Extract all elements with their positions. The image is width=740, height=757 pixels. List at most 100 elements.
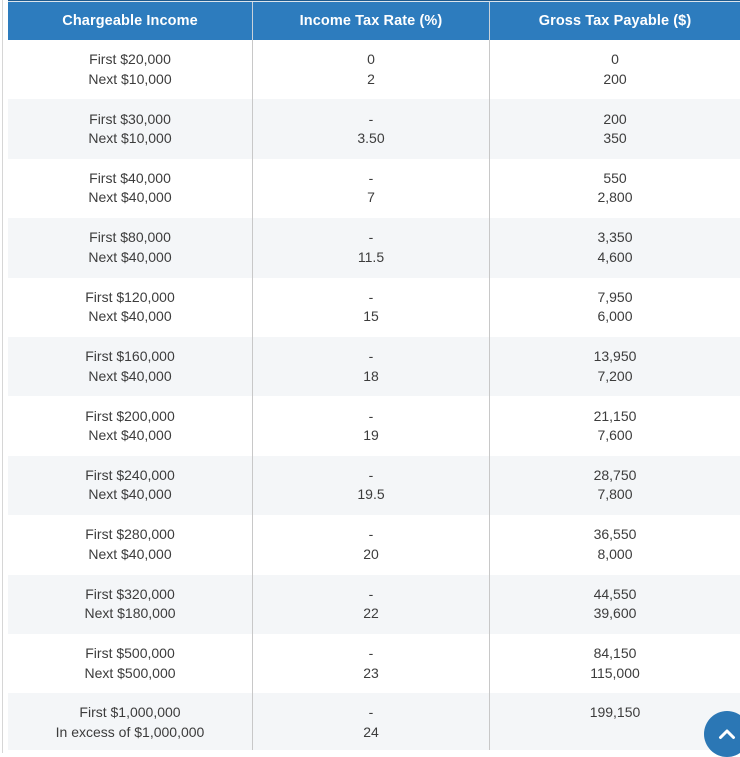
cell-line: - (368, 229, 374, 246)
cell-line: 550 (603, 169, 627, 186)
cell-line: First $40,000 (89, 169, 171, 186)
cell-line: - (368, 466, 374, 483)
cell-line: 6,000 (597, 308, 633, 325)
cell-line: Next $40,000 (88, 486, 172, 503)
table-row: First $200,000 Next $40,000 - 19 21,150 7,600 (8, 396, 740, 456)
tax-rate-table: Chargeable Income Income Tax Rate (%) Gr… (8, 0, 740, 750)
cell-line: 7 (367, 189, 375, 206)
chargeable-income-cell: First $120,000 Next $40,000 (8, 278, 252, 337)
table-top-highlight (8, 1, 740, 2)
gross-tax-payable-cell: 199,150 (489, 693, 740, 750)
cell-line: 2 (367, 70, 375, 87)
gross-tax-payable-cell: 21,150 7,600 (489, 396, 740, 456)
cell-line: Next $10,000 (88, 130, 172, 147)
cell-line: 44,550 (593, 585, 637, 602)
table-row: First $280,000 Next $40,000 - 20 36,550 8,000 (8, 515, 740, 575)
cell-line: 350 (603, 130, 627, 147)
cell-line: - (368, 704, 374, 721)
table-row: First $40,000 Next $40,000 - 7 550 2,800 (8, 158, 740, 219)
cell-line: 3,350 (597, 229, 633, 246)
chargeable-income-cell: First $160,000 Next $40,000 (8, 337, 252, 396)
cell-line: 3.50 (357, 130, 385, 147)
cell-line: 36,550 (593, 526, 637, 543)
cell-line: First $320,000 (85, 585, 175, 602)
income-tax-rate-cell: - 19.5 (252, 455, 489, 516)
cell-line: 4,600 (597, 248, 633, 265)
income-tax-rate-cell: - 24 (252, 693, 489, 750)
income-tax-rate-cell: - 11.5 (252, 218, 489, 278)
gross-tax-payable-cell: 200 350 (489, 99, 740, 159)
cell-line: 19 (363, 427, 379, 444)
cell-line: 7,950 (597, 288, 633, 305)
column-header-gross-tax-payable: Gross Tax Payable ($) (489, 2, 740, 40)
chargeable-income-cell: First $1,000,000 In excess of $1,000,000 (8, 693, 252, 750)
table-header-row: Chargeable Income Income Tax Rate (%) Gr… (8, 2, 740, 40)
table-row: First $160,000 Next $40,000 - 18 13,950 7,200 (8, 336, 740, 397)
income-tax-rate-cell: - 22 (252, 574, 489, 634)
page-left-divider (2, 0, 3, 753)
gross-tax-payable-cell: 36,550 8,000 (489, 515, 740, 575)
cell-line: 84,150 (593, 645, 637, 662)
gross-tax-payable-cell: 13,950 7,200 (489, 336, 740, 397)
table-row: First $30,000 Next $10,000-3.50 200 350 (8, 99, 740, 159)
table-row: First $320,000 Next $180,000 - 22 44,550 39,6… (8, 574, 740, 634)
cell-line: - (368, 169, 374, 186)
chargeable-income-cell: First $40,000 Next $40,000 (8, 159, 252, 218)
cell-line: 18 (363, 367, 379, 384)
cell-line: 24 (363, 723, 379, 740)
cell-line: 21,150 (593, 407, 637, 424)
cell-line: 199,150 (589, 704, 641, 721)
cell-line: - (368, 288, 374, 305)
cell-line: 13,950 (593, 348, 637, 365)
cell-line: - (368, 348, 374, 365)
gross-tax-payable-cell: 84,150 115,000 (489, 633, 740, 694)
gross-tax-payable-cell: 7,950 6,000 (489, 277, 740, 337)
chargeable-income-cell: First $200,000 Next $40,000 (8, 396, 252, 455)
cell-line: First $200,000 (85, 407, 175, 424)
gross-tax-payable-cell: 550 2,800 (489, 158, 740, 219)
cell-line: Next $10,000 (88, 70, 172, 87)
table-row: First $20,000 Next $10,000 0 2 0 200 (8, 40, 740, 100)
cell-line: 8,000 (597, 545, 633, 562)
cell-line: 15 (363, 308, 379, 325)
back-to-top-button[interactable] (704, 711, 740, 757)
cell-line: First $240,000 (85, 466, 175, 483)
table-row: First $500,000 Next $500,000 - 23 84,150 115,… (8, 633, 740, 694)
cell-line: Next $40,000 (88, 248, 172, 265)
table-row: First $240,000 Next $40,000 - 19.5 28,750 7,8… (8, 455, 740, 516)
chargeable-income-cell: First $500,000 Next $500,000 (8, 634, 252, 693)
table-top-border (8, 0, 740, 1)
cell-line: 7,800 (597, 486, 633, 503)
cell-line: 23 (363, 664, 379, 681)
cell-line: 11.5 (357, 248, 385, 265)
income-tax-rate-cell: - 18 (252, 336, 489, 397)
cell-line: Next $40,000 (88, 308, 172, 325)
cell-line: 39,600 (593, 605, 637, 622)
income-tax-rate-cell: - 19 (252, 396, 489, 456)
cell-line: 200 (603, 70, 627, 87)
cell-line: 7,200 (597, 367, 633, 384)
cell-line: First $80,000 (89, 229, 171, 246)
chevron-up-icon (719, 729, 735, 739)
cell-line: 20 (363, 545, 379, 562)
cell-line: First $20,000 (89, 51, 171, 68)
income-tax-rate-cell: - 23 (252, 633, 489, 694)
cell-line: First $160,000 (85, 348, 175, 365)
cell-line: Next $40,000 (88, 427, 172, 444)
table-body: First $20,000 Next $10,000 0 2 0 200 First $30… (8, 40, 740, 750)
gross-tax-payable-cell: 0 200 (489, 40, 740, 100)
gross-tax-payable-cell: 44,550 39,600 (489, 574, 740, 634)
cell-line: 0 (367, 51, 375, 68)
cell-line: - (368, 526, 374, 543)
cell-line: Next $180,000 (84, 605, 176, 622)
income-tax-rate-cell: - 20 (252, 515, 489, 575)
chargeable-income-cell: First $320,000 Next $180,000 (8, 575, 252, 634)
cell-line: First $280,000 (85, 526, 175, 543)
income-tax-rate-cell: - 15 (252, 277, 489, 337)
income-tax-rate-cell: - 3.50 (252, 99, 489, 159)
cell-line: First $1,000,000 (79, 704, 181, 721)
cell-line: 200 (603, 110, 627, 127)
cell-line: Next $40,000 (88, 189, 172, 206)
cell-line: In excess of $1,000,000 (55, 723, 205, 740)
